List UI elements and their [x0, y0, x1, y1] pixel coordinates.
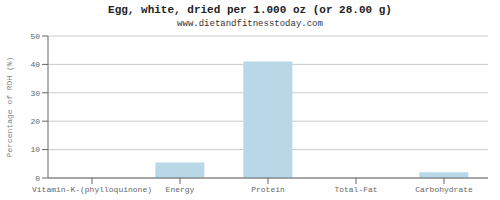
svg-text:Protein: Protein	[251, 185, 285, 194]
svg-text:50: 50	[30, 32, 40, 41]
svg-text:Total-Fat: Total-Fat	[334, 185, 377, 194]
html-text:Egg, white, dried per 1.000 oz: Egg, white, dried per 1.000 oz (or 28.00…	[108, 4, 392, 16]
svg-text:10: 10	[30, 145, 40, 154]
svg-text:30: 30	[30, 89, 40, 98]
svg-text:40: 40	[30, 60, 40, 69]
svg-text:0: 0	[35, 174, 40, 183]
html-text:www.dietandfitnesstoday.com: www.dietandfitnesstoday.com	[177, 19, 323, 29]
svg-text:Carbohydrate: Carbohydrate	[415, 185, 473, 194]
svg-text:20: 20	[30, 117, 40, 126]
svg-text:Percentage of RDH (%): Percentage of RDH (%)	[8, 57, 14, 158]
svg-text:Vitamin-K-(phylloquinone): Vitamin-K-(phylloquinone)	[32, 185, 152, 194]
svg-text:Energy: Energy	[166, 185, 195, 194]
